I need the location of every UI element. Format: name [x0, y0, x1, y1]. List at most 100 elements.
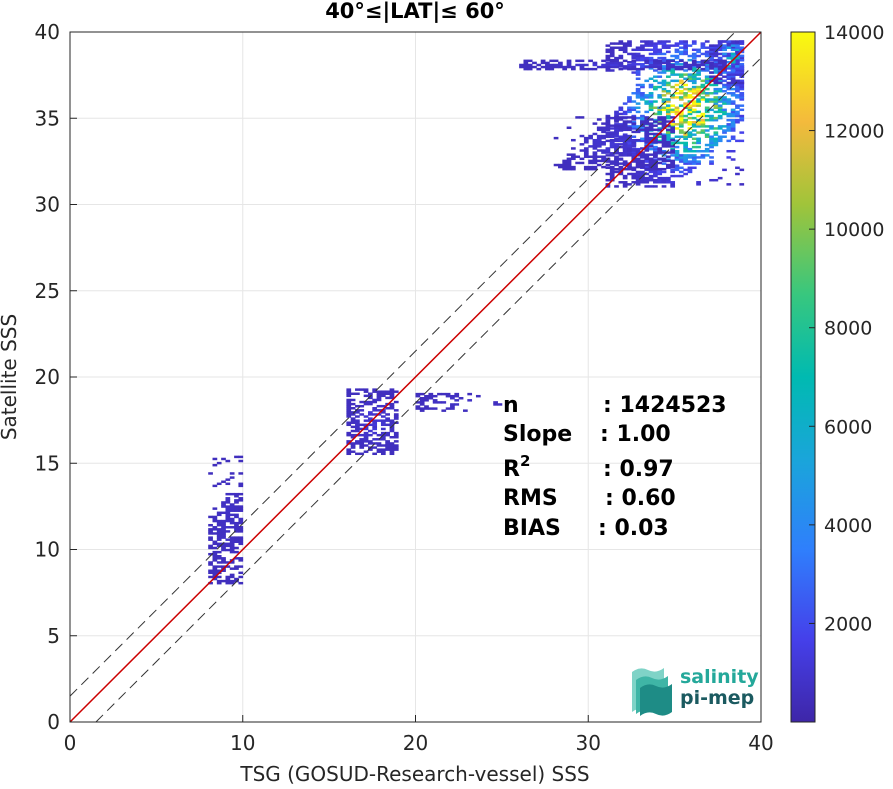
heatmap-cell [367, 392, 373, 395]
heatmap-cell [618, 123, 624, 126]
heatmap-cell [644, 59, 650, 63]
heatmap-cell [653, 65, 658, 69]
heatmap-cell [631, 154, 637, 157]
heatmap-cell [359, 423, 365, 427]
heatmap-cell [730, 46, 736, 49]
heatmap-cell [648, 48, 654, 52]
heatmap-cell [713, 106, 719, 109]
heatmap-cell [363, 394, 369, 398]
heatmap-cell [609, 174, 615, 178]
heatmap-cell [696, 73, 701, 76]
heatmap-cell [614, 129, 619, 132]
heatmap-cell [670, 151, 676, 154]
heatmap-cell [635, 116, 641, 120]
heatmap-cell [644, 143, 650, 147]
heatmap-cell [730, 75, 736, 78]
heatmap-cell [208, 571, 213, 575]
upper-offset-line [69, 31, 736, 697]
heatmap-cell [644, 79, 650, 83]
heatmap-cell [380, 390, 386, 393]
heatmap-cell [221, 505, 226, 508]
heatmap-cell [661, 134, 667, 138]
heatmap-cell [717, 108, 723, 112]
heatmap-cell [648, 143, 654, 147]
heatmap-cell [670, 94, 676, 97]
heatmap-cell [234, 494, 239, 498]
heatmap-cell [355, 419, 360, 422]
heatmap-cell [601, 63, 606, 67]
heatmap-cell [687, 110, 693, 114]
heatmap-cell [631, 176, 637, 180]
heatmap-cell [722, 40, 727, 43]
heatmap-cell [609, 170, 615, 174]
heatmap-cell [635, 96, 641, 99]
heatmap-cell [367, 396, 373, 400]
heatmap-cell [730, 125, 736, 128]
heatmap-cell [355, 429, 360, 433]
heatmap-cell [735, 58, 740, 62]
heatmap-cell [657, 48, 663, 52]
heatmap-cell [700, 85, 706, 89]
heatmap-cell [683, 118, 688, 122]
heatmap-cell [592, 63, 598, 67]
heatmap-cell [648, 52, 654, 56]
heatmap-cell [735, 50, 740, 54]
heatmap-cell [700, 63, 706, 67]
heatmap-cell [614, 56, 619, 60]
heatmap-cell [648, 176, 654, 180]
heatmap-cell [614, 134, 619, 138]
heatmap-cell [696, 162, 701, 165]
heatmap-cell [635, 176, 641, 180]
heatmap-cell [359, 388, 365, 391]
heatmap-cell [493, 403, 498, 406]
heatmap-cell [540, 65, 546, 69]
heatmap-cell [670, 116, 676, 119]
heatmap-cell [553, 63, 559, 67]
heatmap-cell [614, 118, 619, 121]
heatmap-cell [735, 48, 740, 52]
heatmap-cell [238, 581, 244, 585]
heatmap-cell [704, 79, 710, 83]
heatmap-cell [683, 137, 688, 141]
heatmap-cell [588, 134, 593, 138]
heatmap-cell [678, 104, 684, 107]
heatmap-cell [640, 40, 645, 43]
heatmap-cell [648, 167, 654, 171]
heatmap-cell [665, 145, 671, 148]
heatmap-cell [622, 154, 628, 157]
heatmap-cell [540, 61, 546, 65]
heatmap-cell [631, 167, 637, 171]
heatmap-cell [640, 56, 645, 60]
heatmap-cell [709, 118, 714, 122]
heatmap-cell [696, 156, 701, 159]
heatmap-cell [622, 174, 628, 178]
heatmap-cell [212, 507, 218, 510]
heatmap-cell [596, 136, 602, 140]
heatmap-cell [722, 48, 727, 52]
heatmap-cell [212, 515, 218, 519]
heatmap-cell [609, 116, 615, 120]
heatmap-cell [229, 509, 235, 512]
heatmap-cell [683, 143, 688, 147]
heatmap-cell [350, 444, 356, 447]
heatmap-cell [722, 135, 727, 138]
heatmap-cell [627, 96, 632, 99]
heatmap-cell [713, 71, 719, 74]
heatmap-cell [713, 77, 719, 81]
heatmap-cell [380, 423, 386, 427]
heatmap-cell [609, 138, 615, 142]
heatmap-cell [670, 138, 676, 142]
heatmap-cell [221, 548, 226, 552]
heatmap-cell [674, 73, 680, 76]
heatmap-cell [380, 450, 386, 453]
heatmap-cell [665, 131, 671, 134]
heatmap-cell [661, 136, 667, 140]
heatmap-cell [674, 156, 680, 159]
heatmap-cell [657, 149, 663, 152]
heatmap-cell [726, 75, 732, 78]
heatmap-cell [527, 63, 533, 67]
heatmap-cell [601, 151, 606, 154]
heatmap-cell [424, 394, 429, 398]
heatmap-cell [614, 116, 619, 119]
heatmap-cell [208, 569, 213, 572]
